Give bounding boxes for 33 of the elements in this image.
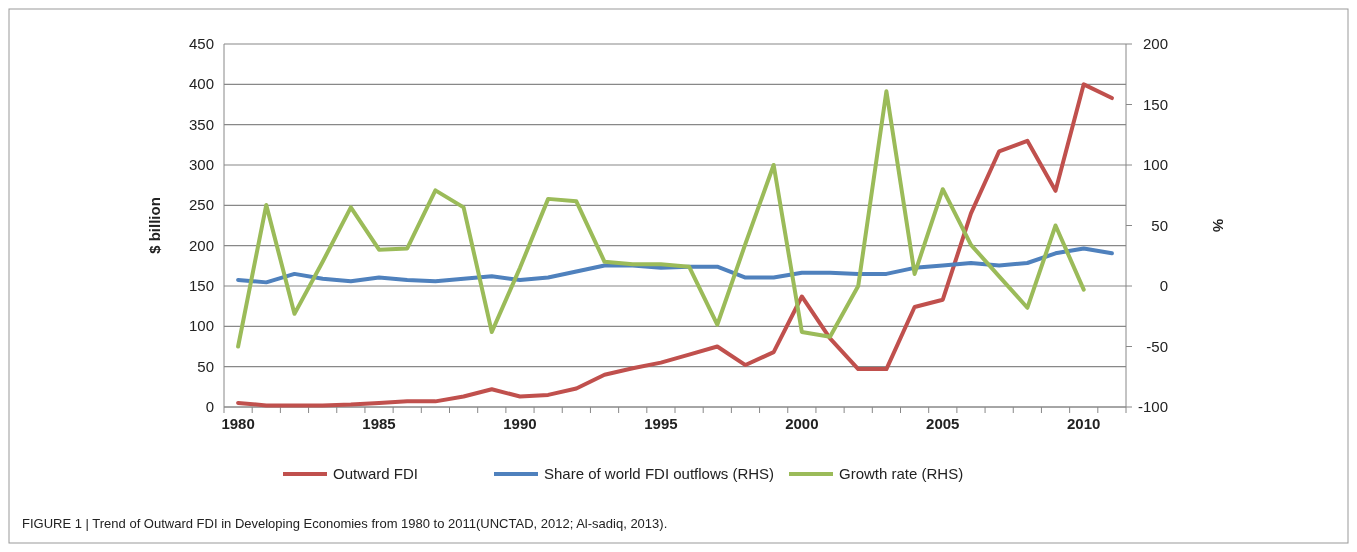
y2-tick-label: 200: [1142, 35, 1168, 52]
x-tick-label: 1980: [221, 415, 255, 432]
x-tick-label: 1995: [644, 415, 678, 432]
y-tick-label: 100: [188, 317, 214, 335]
x-tick-label: 2010: [1067, 415, 1101, 432]
legend-label: Growth rate (RHS): [839, 465, 964, 482]
x-tick-label: 2000: [785, 415, 819, 432]
y2-tick-label: 150: [1142, 95, 1168, 113]
y2-tick-label: -50: [1146, 337, 1168, 355]
y-tick-label: 50: [197, 357, 214, 375]
caption: FIGURE 1 | Trend of Outward FDI in Developing Economies from 1980 to 2011(UNCTAD, 2012; Al-sadiq, 2013).: [22, 516, 668, 531]
x-tick-label: 1990: [503, 415, 537, 432]
y-tick-label: 250: [188, 196, 214, 214]
y-tick-label: 400: [188, 75, 214, 93]
y-tick-label: 150: [188, 277, 214, 294]
y-tick-label: 450: [188, 35, 214, 52]
y2-tick-label: 100: [1142, 156, 1168, 173]
x-tick-label: 2005: [926, 415, 960, 432]
y-tick-label: 350: [188, 115, 214, 133]
y-tick-label: 0: [205, 398, 214, 415]
y-tick-label: 200: [188, 236, 214, 254]
y-axis-title: $ billion: [146, 197, 163, 254]
line-series: [236, 82, 1114, 408]
legend-label: Outward FDI: [333, 465, 419, 482]
x-tick-label: 1985: [362, 415, 396, 432]
y2-tick-label: -100: [1137, 398, 1168, 415]
legend-label: Share of world FDI outflows (RHS): [544, 465, 775, 482]
y2-axis-title: %: [1210, 218, 1227, 233]
line-series: [236, 89, 1086, 349]
y-tick-label: 300: [188, 156, 214, 173]
y2-tick-label: 0: [1159, 277, 1168, 294]
line-series: [236, 246, 1114, 285]
y2-tick-label: 50: [1151, 216, 1168, 234]
